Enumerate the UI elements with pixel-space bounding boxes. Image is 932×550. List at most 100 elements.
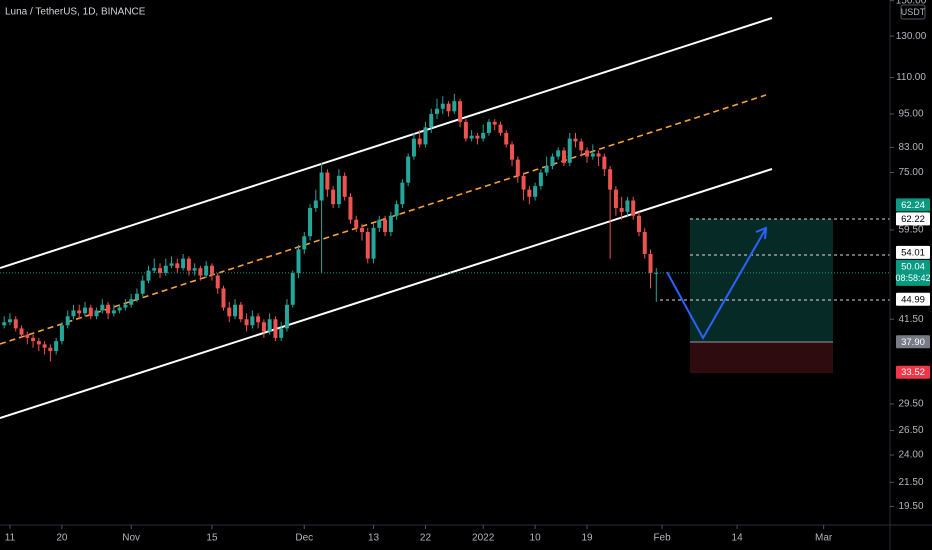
- candle-body: [538, 172, 543, 187]
- candle-body: [204, 265, 209, 276]
- candle-body: [250, 316, 255, 326]
- candle-body: [146, 270, 151, 281]
- candle-body: [192, 268, 197, 271]
- candle-body: [469, 135, 474, 139]
- candle-body: [348, 196, 353, 220]
- loss-zone: [690, 342, 833, 373]
- candle-body: [359, 227, 364, 233]
- candle-body: [36, 341, 41, 345]
- candle-body: [561, 150, 566, 163]
- candle-body: [636, 215, 641, 233]
- candle-body: [452, 101, 457, 112]
- price-label: 50.04: [901, 261, 925, 272]
- price-label: 54.01: [901, 247, 925, 258]
- candle-body: [134, 293, 139, 300]
- price-label-box: [896, 365, 930, 379]
- candle-body: [342, 175, 347, 197]
- candle-body: [613, 189, 618, 209]
- candle-body: [209, 265, 214, 276]
- candle-body: [233, 304, 238, 317]
- candle-body: [221, 288, 226, 308]
- candle-body: [261, 322, 266, 332]
- candle-body: [642, 232, 647, 254]
- price-label: 37.90: [901, 337, 925, 348]
- candle-body: [227, 307, 232, 317]
- candle-body: [186, 258, 191, 271]
- candle-body: [31, 337, 36, 342]
- candle-body: [544, 165, 549, 173]
- candle-body: [648, 253, 653, 274]
- candle-body: [475, 135, 480, 139]
- candle-body: [383, 219, 388, 233]
- candle-body: [573, 138, 578, 142]
- x-tick-label: 14: [732, 533, 744, 544]
- candle-body: [123, 304, 128, 308]
- profit-zone: [690, 219, 833, 342]
- price-label: 62.24: [901, 200, 925, 211]
- chart-title: Luna / TetherUS, 1D, BINANCE: [5, 7, 146, 18]
- y-tick-label: 110.00: [896, 72, 926, 83]
- projection-arrow: [666, 229, 766, 341]
- candle-body: [111, 310, 116, 314]
- candle-body: [106, 304, 111, 314]
- candle-body: [65, 316, 70, 326]
- candle-body: [423, 127, 428, 145]
- candle-body: [608, 169, 613, 190]
- candle-body: [365, 232, 370, 259]
- y-tick-label: 26.50: [898, 425, 923, 436]
- candle-body: [388, 215, 393, 233]
- y-tick-label: 75.00: [898, 167, 923, 178]
- x-tick-label: 2022: [472, 533, 495, 544]
- candle-body: [290, 273, 295, 305]
- candle-body: [19, 328, 24, 335]
- candle-body: [256, 316, 261, 323]
- candle-body: [417, 138, 422, 145]
- candle-body: [498, 124, 503, 133]
- candle-body: [59, 325, 64, 342]
- candle-body: [71, 310, 76, 317]
- candle-body: [411, 138, 416, 157]
- candle-body: [527, 189, 532, 197]
- candle-body: [654, 272, 659, 274]
- channel-upper: [0, 17, 773, 269]
- channel-lower: [0, 168, 773, 419]
- candle-body: [435, 108, 440, 114]
- candle-body: [296, 249, 301, 274]
- candle-body: [2, 322, 7, 326]
- candle-body: [54, 341, 59, 352]
- candle-body: [83, 307, 88, 314]
- candle-body: [158, 268, 163, 274]
- x-tick-label: 19: [581, 533, 593, 544]
- candle-body: [284, 304, 289, 329]
- price-label-box: [896, 335, 930, 349]
- candle-body: [567, 138, 572, 163]
- candle-body: [625, 200, 630, 212]
- candles: [0, 93, 890, 362]
- x-tick-label: Feb: [653, 533, 671, 544]
- candle-body: [406, 156, 411, 183]
- candle-body: [77, 310, 82, 314]
- x-tick-label: 10: [530, 533, 542, 544]
- candle-body: [440, 103, 445, 109]
- price-label: 33.52: [901, 367, 925, 378]
- candle-body: [585, 150, 590, 157]
- candle-body: [267, 319, 272, 332]
- y-tick-label: 59.50: [898, 225, 923, 236]
- candle-body: [100, 304, 105, 311]
- candle-body: [400, 182, 405, 205]
- candle-body: [354, 219, 359, 228]
- candle-body: [463, 121, 468, 139]
- candle-body: [302, 236, 307, 250]
- candle-body: [7, 319, 12, 323]
- candle-body: [521, 175, 526, 190]
- candle-body: [175, 263, 180, 269]
- candle-body: [152, 268, 157, 271]
- candle-body: [492, 121, 497, 125]
- y-tick-label: 95.00: [898, 109, 923, 120]
- candle-body: [446, 103, 451, 112]
- arrow-head: [755, 226, 768, 240]
- y-tick-label: 21.50: [898, 477, 923, 488]
- candle-body: [510, 144, 515, 160]
- currency-box: [900, 4, 926, 20]
- candle-body: [458, 101, 463, 122]
